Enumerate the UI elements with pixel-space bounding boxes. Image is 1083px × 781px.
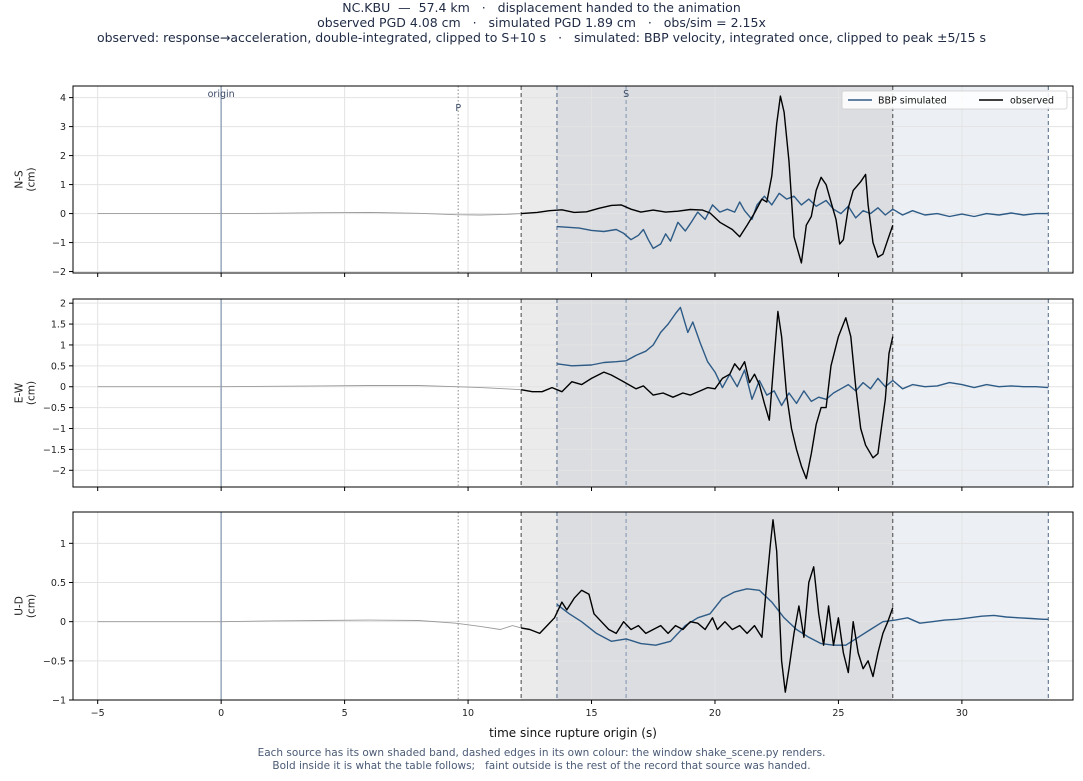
y-axis-label-line: U-D <box>13 596 25 616</box>
y-tick-label: 1 <box>60 340 66 351</box>
observed-faint-trace <box>97 211 522 216</box>
panel-2: −2 −1.5 −1 −0.5 0 0.5 1 1.5 2 E-W(cm) <box>13 298 1074 491</box>
observed-trace <box>520 310 894 480</box>
legend-box <box>841 90 1068 110</box>
title-line-3: observed: response→acceleration, double-… <box>96 30 987 45</box>
simulated-trace <box>556 192 1049 250</box>
origin-annotation: origin <box>208 89 235 100</box>
title-line-2: observed PGD 4.08 cm · simulated PGD 1.8… <box>317 15 766 30</box>
y-tick-label: −1 <box>52 238 66 249</box>
y-axis-label: U-D(cm) <box>13 594 37 618</box>
panel-frame <box>72 298 1074 488</box>
x-tick-label: 15 <box>585 708 597 719</box>
y-tick-label: −1.5 <box>43 445 66 456</box>
observed-window-band <box>521 299 893 487</box>
observed-window-band <box>521 86 893 273</box>
overlap-window-band <box>556 512 893 700</box>
x-tick-label: 0 <box>218 708 224 719</box>
x-tick-label: 10 <box>462 708 474 719</box>
x-axis-label: time since rupture origin (s) <box>489 726 657 740</box>
x-tick-label: 5 <box>342 708 348 719</box>
observed-faint-trace <box>97 385 522 391</box>
y-tick-label: 0 <box>60 617 66 628</box>
y-tick-label: 0 <box>60 209 66 220</box>
y-axis-label-line: E-W <box>13 382 25 403</box>
y-tick-label: 0.5 <box>51 361 66 372</box>
observed-trace <box>520 519 894 693</box>
y-tick-label: 2 <box>60 151 66 162</box>
y-tick-label: 4 <box>60 93 66 104</box>
p-annotation: P <box>455 103 461 114</box>
caption-line-2: Bold inside it is what the table follows… <box>272 759 811 772</box>
y-tick-label: −0.5 <box>43 656 66 667</box>
x-tick-label: −5 <box>91 708 105 719</box>
legend-simulated-label: BBP simulated <box>878 96 947 107</box>
panel-1: −2 −1 0 1 2 3 4 N-S(cm) origin P S BBP simulated obs… <box>13 85 1074 278</box>
legend: BBP simulated observed <box>841 90 1068 110</box>
caption-block: Each source has its own shaded band, das… <box>0 747 1083 772</box>
y-axis-label-line: (cm) <box>26 381 38 405</box>
panel-frame <box>72 511 1074 701</box>
overlap-window-band <box>556 86 893 273</box>
y-tick-label: −2 <box>52 267 66 278</box>
y-tick-label: 3 <box>60 122 66 133</box>
title-line-1: NC.KBU — 57.4 km · displacement handed t… <box>342 0 741 15</box>
caption-line-1: Each source has its own shaded band, das… <box>257 747 826 759</box>
y-tick-label: 1 <box>60 539 66 550</box>
observed-faint-trace <box>97 619 522 630</box>
y-tick-label: −2 <box>52 466 66 477</box>
legend-observed-label: observed <box>1010 96 1054 107</box>
y-tick-label: −1 <box>52 424 66 435</box>
y-tick-label: 2 <box>60 299 66 310</box>
simulated-trace <box>556 306 1049 407</box>
simulated-trace <box>556 588 1049 646</box>
y-tick-label: 0 <box>60 382 66 393</box>
y-axis-label-line: (cm) <box>26 594 38 618</box>
chart-title-block: NC.KBU — 57.4 km · displacement handed t… <box>0 0 1083 45</box>
y-tick-label: 0.5 <box>51 578 66 589</box>
y-tick-label: 1.5 <box>51 320 66 331</box>
y-axis-label-line: (cm) <box>26 167 38 191</box>
x-tick-label: 30 <box>956 708 968 719</box>
y-tick-label: −1 <box>52 696 66 707</box>
x-tick-label: 25 <box>832 708 844 719</box>
s-annotation: S <box>623 89 629 100</box>
observed-trace <box>521 95 894 264</box>
y-axis-label: N-S(cm) <box>13 167 37 191</box>
y-axis-label: E-W(cm) <box>13 381 37 405</box>
panel-frame <box>72 85 1074 274</box>
overlap-window-band <box>556 299 893 487</box>
y-tick-label: 1 <box>60 180 66 191</box>
y-tick-label: −0.5 <box>43 403 66 414</box>
x-tick-label: 20 <box>709 708 721 719</box>
y-axis-label-line: N-S <box>13 170 25 189</box>
panel-3: −1 −0.5 0 0.5 1 −5 0 5 10 15 20 25 30 U-D(cm) <box>13 511 1074 719</box>
